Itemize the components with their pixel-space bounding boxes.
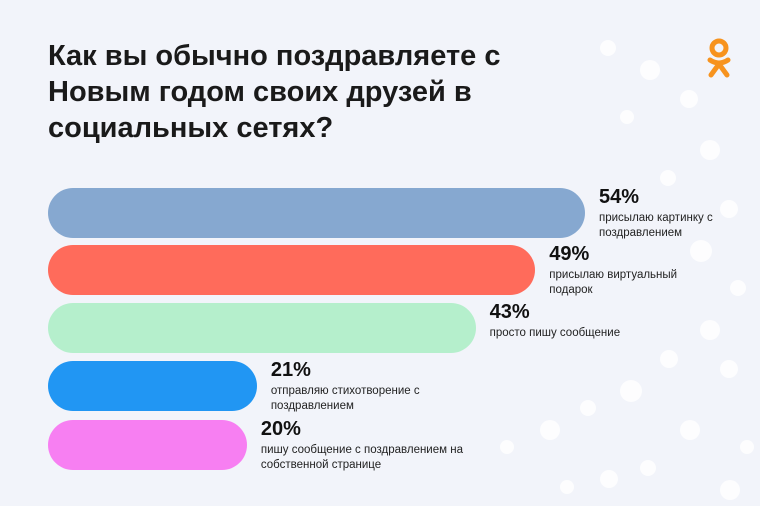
- decor-dot: [500, 440, 514, 454]
- decor-dot: [690, 240, 712, 262]
- decor-dot: [540, 420, 560, 440]
- decor-dot: [560, 480, 574, 494]
- decor-dot: [680, 90, 698, 108]
- bar: [48, 245, 536, 295]
- decor-dot: [700, 140, 720, 160]
- decor-dot: [640, 460, 656, 476]
- decor-dot: [600, 40, 616, 56]
- decor-dot: [700, 320, 720, 340]
- decor-dot: [620, 380, 642, 402]
- decor-dot: [730, 280, 746, 296]
- bar: [48, 361, 257, 411]
- category-label: пишу сообщение с поздравлением на собств…: [260, 444, 463, 471]
- decor-dot: [660, 170, 676, 186]
- value-label: 20%: [260, 418, 301, 440]
- value-label: 54%: [599, 186, 640, 208]
- decor-dot: [600, 470, 618, 488]
- logo: [707, 38, 731, 78]
- category-label: присылаю картинку с поздравлением: [599, 212, 713, 239]
- chart-title: Как вы обычно поздравляете с Новым годом…: [48, 40, 501, 144]
- category-label: просто пишу сообщение: [489, 327, 621, 339]
- decor-dot: [680, 420, 700, 440]
- category-label: отправляю стихотворение с поздравлением: [270, 385, 420, 412]
- decor-dot: [740, 440, 754, 454]
- decor-dot: [660, 350, 678, 368]
- value-label: 49%: [549, 243, 590, 265]
- decor-dot: [720, 480, 740, 500]
- decor-dot: [640, 60, 660, 80]
- value-label: 21%: [270, 359, 311, 381]
- bar: [48, 303, 476, 353]
- bar: [48, 188, 585, 238]
- category-label: присылаю виртуальный подарок: [549, 269, 678, 296]
- decor-dot: [720, 200, 738, 218]
- decor-dot: [580, 400, 596, 416]
- decor-dot: [720, 360, 738, 378]
- bar: [48, 420, 247, 470]
- decor-dot: [620, 110, 634, 124]
- value-label: 43%: [489, 301, 530, 323]
